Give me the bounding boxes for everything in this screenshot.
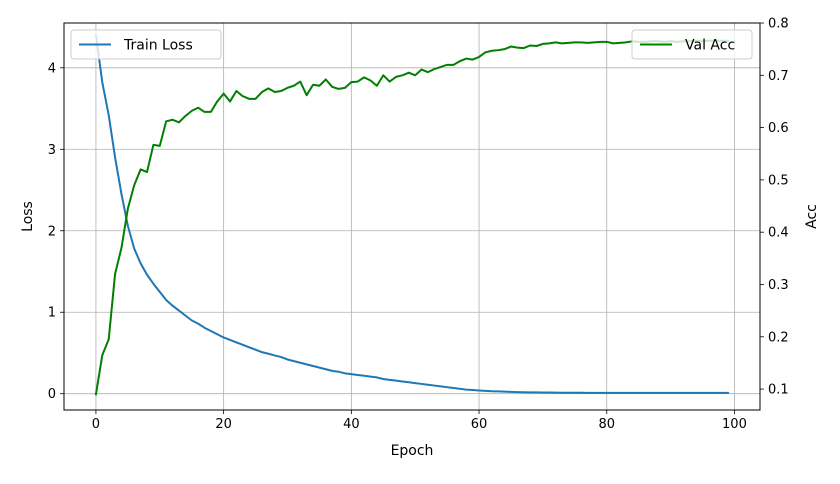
y-left-tick-label: 4 [48, 61, 56, 76]
y-right-tick-label: 0.4 [768, 226, 789, 241]
y-right-tick-label: 0.8 [768, 17, 789, 32]
axis-ticks: 0 20 40 60 80 100 0 1 2 3 4 0.1 0.2 0.3 0.4 0.5 0.6 0.7 0.… [48, 17, 789, 433]
series-line-val-acc [94, 39, 730, 396]
y-right-tick-label: 0.2 [768, 330, 789, 345]
x-axis-title: Epoch [391, 443, 434, 459]
x-tick-label: 40 [343, 417, 360, 432]
x-tick-label: 100 [722, 417, 747, 432]
y-right-tick-label: 0.7 [768, 69, 789, 84]
legend-val-acc: Val Acc [631, 29, 753, 60]
legend-label-val-acc: Val Acc [685, 38, 735, 54]
x-tick-label: 60 [471, 417, 488, 432]
y-left-tick-label: 1 [48, 306, 56, 321]
x-tick-label: 80 [598, 417, 615, 432]
x-tick-label: 0 [92, 417, 100, 432]
x-tick-label: 20 [215, 417, 232, 432]
legend-box-right [631, 29, 753, 60]
legend-box-left [70, 29, 222, 60]
y-left-tick-label: 0 [48, 387, 56, 402]
y-axis-right-title: Acc [804, 204, 820, 229]
y-right-tick-label: 0.5 [768, 173, 789, 188]
y-left-tick-label: 3 [48, 143, 56, 158]
y-right-tick-label: 0.6 [768, 121, 789, 136]
plot-frame [63, 22, 761, 411]
y-left-tick-label: 2 [48, 224, 56, 239]
series-lines [94, 34, 730, 396]
y-axis-left-title: Loss [20, 201, 36, 232]
legend-label-train-loss: Train Loss [123, 38, 193, 54]
y-right-tick-label: 0.3 [768, 278, 789, 293]
legend-train-loss: Train Loss [70, 29, 222, 60]
grid [64, 23, 760, 410]
series-line-train-loss [94, 34, 730, 394]
y-right-tick-label: 0.1 [768, 383, 789, 398]
